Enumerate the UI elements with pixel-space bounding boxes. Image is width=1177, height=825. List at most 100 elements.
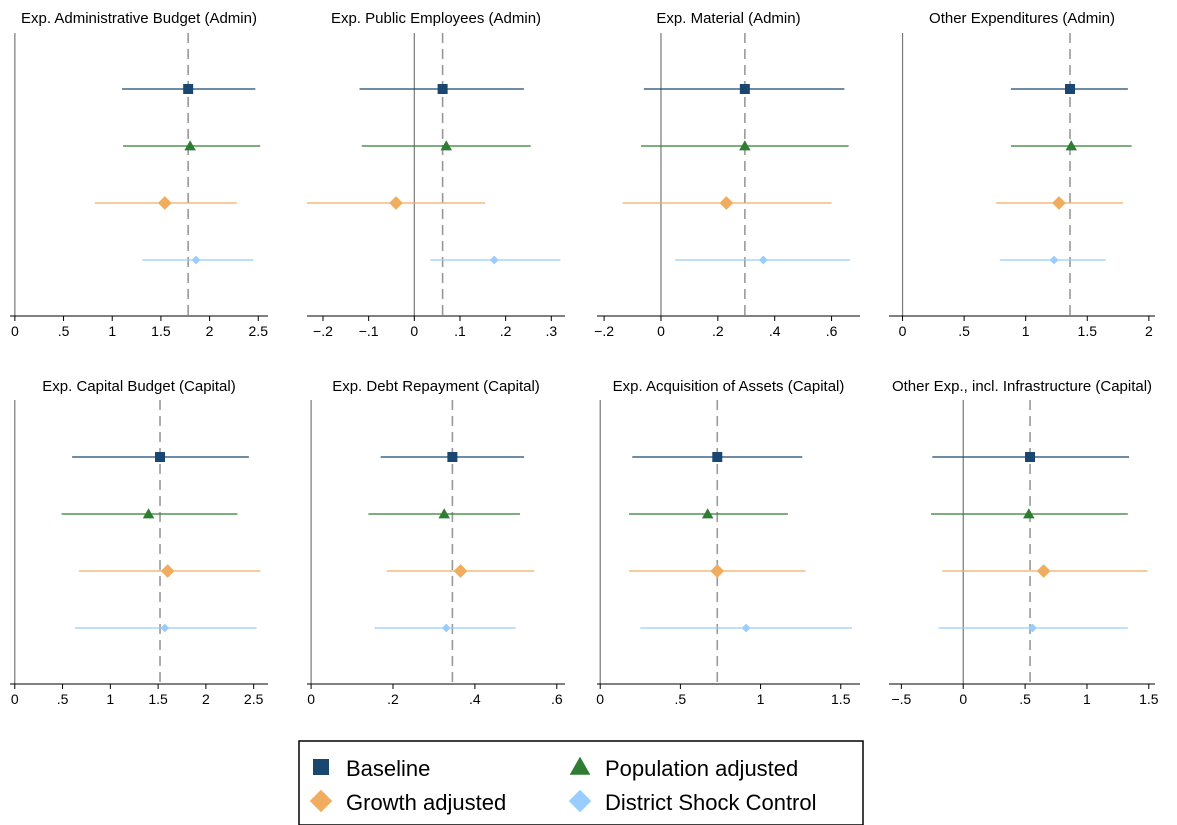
legend-marker bbox=[313, 759, 329, 775]
x-tick-label: 0 bbox=[410, 323, 418, 339]
point-estimate bbox=[1028, 623, 1037, 633]
x-tick-label: 2.5 bbox=[244, 691, 264, 707]
x-tick-label: .5 bbox=[57, 691, 69, 707]
panel-title: Exp. Debt Repayment (Capital) bbox=[332, 378, 540, 395]
point-estimate bbox=[739, 140, 751, 151]
x-tick-label: 2 bbox=[206, 323, 214, 339]
point-estimate bbox=[739, 84, 750, 94]
legend-marker bbox=[569, 756, 591, 775]
panel: Other Expenditures (Admin) 0 .5 1 1.5 2 bbox=[889, 10, 1155, 339]
point-estimate bbox=[1023, 508, 1035, 519]
legend-label: Baseline bbox=[346, 756, 430, 781]
x-tick-label: 1 bbox=[1083, 691, 1091, 707]
point-estimate bbox=[1065, 84, 1076, 94]
point-estimate bbox=[160, 564, 175, 578]
panel: Exp. Capital Budget (Capital) 0 .5 1 1.5 2 2.5 bbox=[10, 378, 268, 707]
point-estimate bbox=[1025, 452, 1036, 462]
panel: Exp. Material (Admin) −.2 0 .2 .4 .6 bbox=[594, 10, 860, 339]
panel-title: Exp. Capital Budget (Capital) bbox=[42, 378, 235, 395]
x-tick-label: .5 bbox=[675, 691, 687, 707]
legend-label: District Shock Control bbox=[605, 790, 817, 815]
point-estimate bbox=[437, 84, 448, 94]
x-tick-label: 2 bbox=[1145, 323, 1153, 339]
x-tick-label: .2 bbox=[500, 323, 512, 339]
x-tick-label: 1.5 bbox=[831, 691, 851, 707]
point-estimate bbox=[184, 140, 196, 151]
x-tick-label: −.1 bbox=[359, 323, 379, 339]
legend: Baseline Population adjusted Growth adjust… bbox=[298, 740, 864, 825]
x-tick-label: .5 bbox=[1019, 691, 1031, 707]
legend-label: Population adjusted bbox=[605, 756, 798, 781]
x-tick-label: 0 bbox=[11, 691, 19, 707]
x-tick-label: 1.5 bbox=[148, 691, 168, 707]
point-estimate bbox=[1049, 255, 1059, 265]
panel: Exp. Public Employees (Admin) −.2 −.1 0 .1 .2… bbox=[307, 10, 565, 339]
point-estimate bbox=[191, 255, 201, 265]
x-tick-label: .6 bbox=[551, 691, 563, 707]
x-tick-label: .4 bbox=[469, 691, 481, 707]
panel: Exp. Debt Repayment (Capital) 0 .2 .4 .6 bbox=[307, 378, 565, 707]
panel-title: Exp. Acquisition of Assets (Capital) bbox=[613, 378, 845, 395]
panel: Exp. Acquisition of Assets (Capital) 0 .5 1… bbox=[596, 378, 860, 707]
point-estimate bbox=[1036, 564, 1051, 578]
panel-title: Other Expenditures (Admin) bbox=[929, 10, 1115, 27]
x-tick-label: 0 bbox=[11, 323, 19, 339]
point-estimate bbox=[441, 623, 451, 633]
x-tick-label: .5 bbox=[958, 323, 970, 339]
x-tick-label: 1 bbox=[108, 323, 116, 339]
x-tick-label: .3 bbox=[545, 323, 557, 339]
point-estimate bbox=[1052, 196, 1066, 210]
panel-title: Other Exp., incl. Infrastructure (Capita… bbox=[892, 378, 1152, 395]
x-tick-label: 0 bbox=[899, 323, 907, 339]
x-tick-label: −.2 bbox=[594, 323, 614, 339]
x-tick-label: 0 bbox=[657, 323, 665, 339]
point-estimate bbox=[447, 452, 458, 462]
point-estimate bbox=[438, 508, 450, 519]
point-estimate bbox=[183, 84, 194, 94]
point-estimate bbox=[142, 508, 155, 519]
x-tick-label: .2 bbox=[712, 323, 724, 339]
x-tick-label: −.5 bbox=[891, 691, 911, 707]
point-estimate bbox=[710, 564, 725, 578]
panels: Exp. Administrative Budget (Admin) 0 .5 1 1.… bbox=[10, 10, 1159, 707]
x-tick-label: 0 bbox=[959, 691, 967, 707]
x-tick-label: .2 bbox=[387, 691, 399, 707]
point-estimate bbox=[719, 196, 734, 210]
panel-title: Exp. Public Employees (Admin) bbox=[331, 10, 541, 27]
point-estimate bbox=[712, 452, 723, 462]
x-tick-label: 1 bbox=[757, 691, 765, 707]
point-estimate bbox=[1065, 140, 1078, 151]
x-tick-label: 1 bbox=[1022, 323, 1030, 339]
point-estimate bbox=[453, 564, 468, 578]
x-tick-label: .1 bbox=[454, 323, 466, 339]
x-tick-label: 2.5 bbox=[249, 323, 269, 339]
x-tick-label: .4 bbox=[769, 323, 781, 339]
point-estimate bbox=[489, 255, 499, 265]
point-estimate bbox=[160, 623, 170, 633]
x-tick-label: .5 bbox=[58, 323, 70, 339]
x-tick-label: 0 bbox=[307, 691, 315, 707]
x-tick-label: −.2 bbox=[313, 323, 333, 339]
x-tick-label: 2 bbox=[202, 691, 210, 707]
point-estimate bbox=[758, 255, 768, 265]
legend-label: Growth adjusted bbox=[346, 790, 506, 815]
point-estimate bbox=[389, 196, 403, 210]
panel-title: Exp. Administrative Budget (Admin) bbox=[21, 10, 257, 27]
legend-items: Baseline Population adjusted Growth adjust… bbox=[309, 756, 817, 815]
point-estimate bbox=[440, 140, 453, 151]
panel: Exp. Administrative Budget (Admin) 0 .5 1 1.… bbox=[10, 10, 268, 339]
point-estimate bbox=[741, 623, 751, 633]
panel-title: Exp. Material (Admin) bbox=[656, 10, 800, 27]
legend-marker bbox=[309, 789, 333, 813]
point-estimate bbox=[701, 508, 714, 519]
x-tick-label: .6 bbox=[826, 323, 838, 339]
x-tick-label: 0 bbox=[596, 691, 604, 707]
x-tick-label: 1 bbox=[106, 691, 114, 707]
point-estimate bbox=[157, 196, 172, 210]
x-tick-label: 1.5 bbox=[1078, 323, 1098, 339]
legend-marker bbox=[568, 789, 592, 813]
panel: Other Exp., incl. Infrastructure (Capita… bbox=[889, 378, 1159, 707]
point-estimate bbox=[155, 452, 166, 462]
x-tick-label: 1.5 bbox=[151, 323, 171, 339]
